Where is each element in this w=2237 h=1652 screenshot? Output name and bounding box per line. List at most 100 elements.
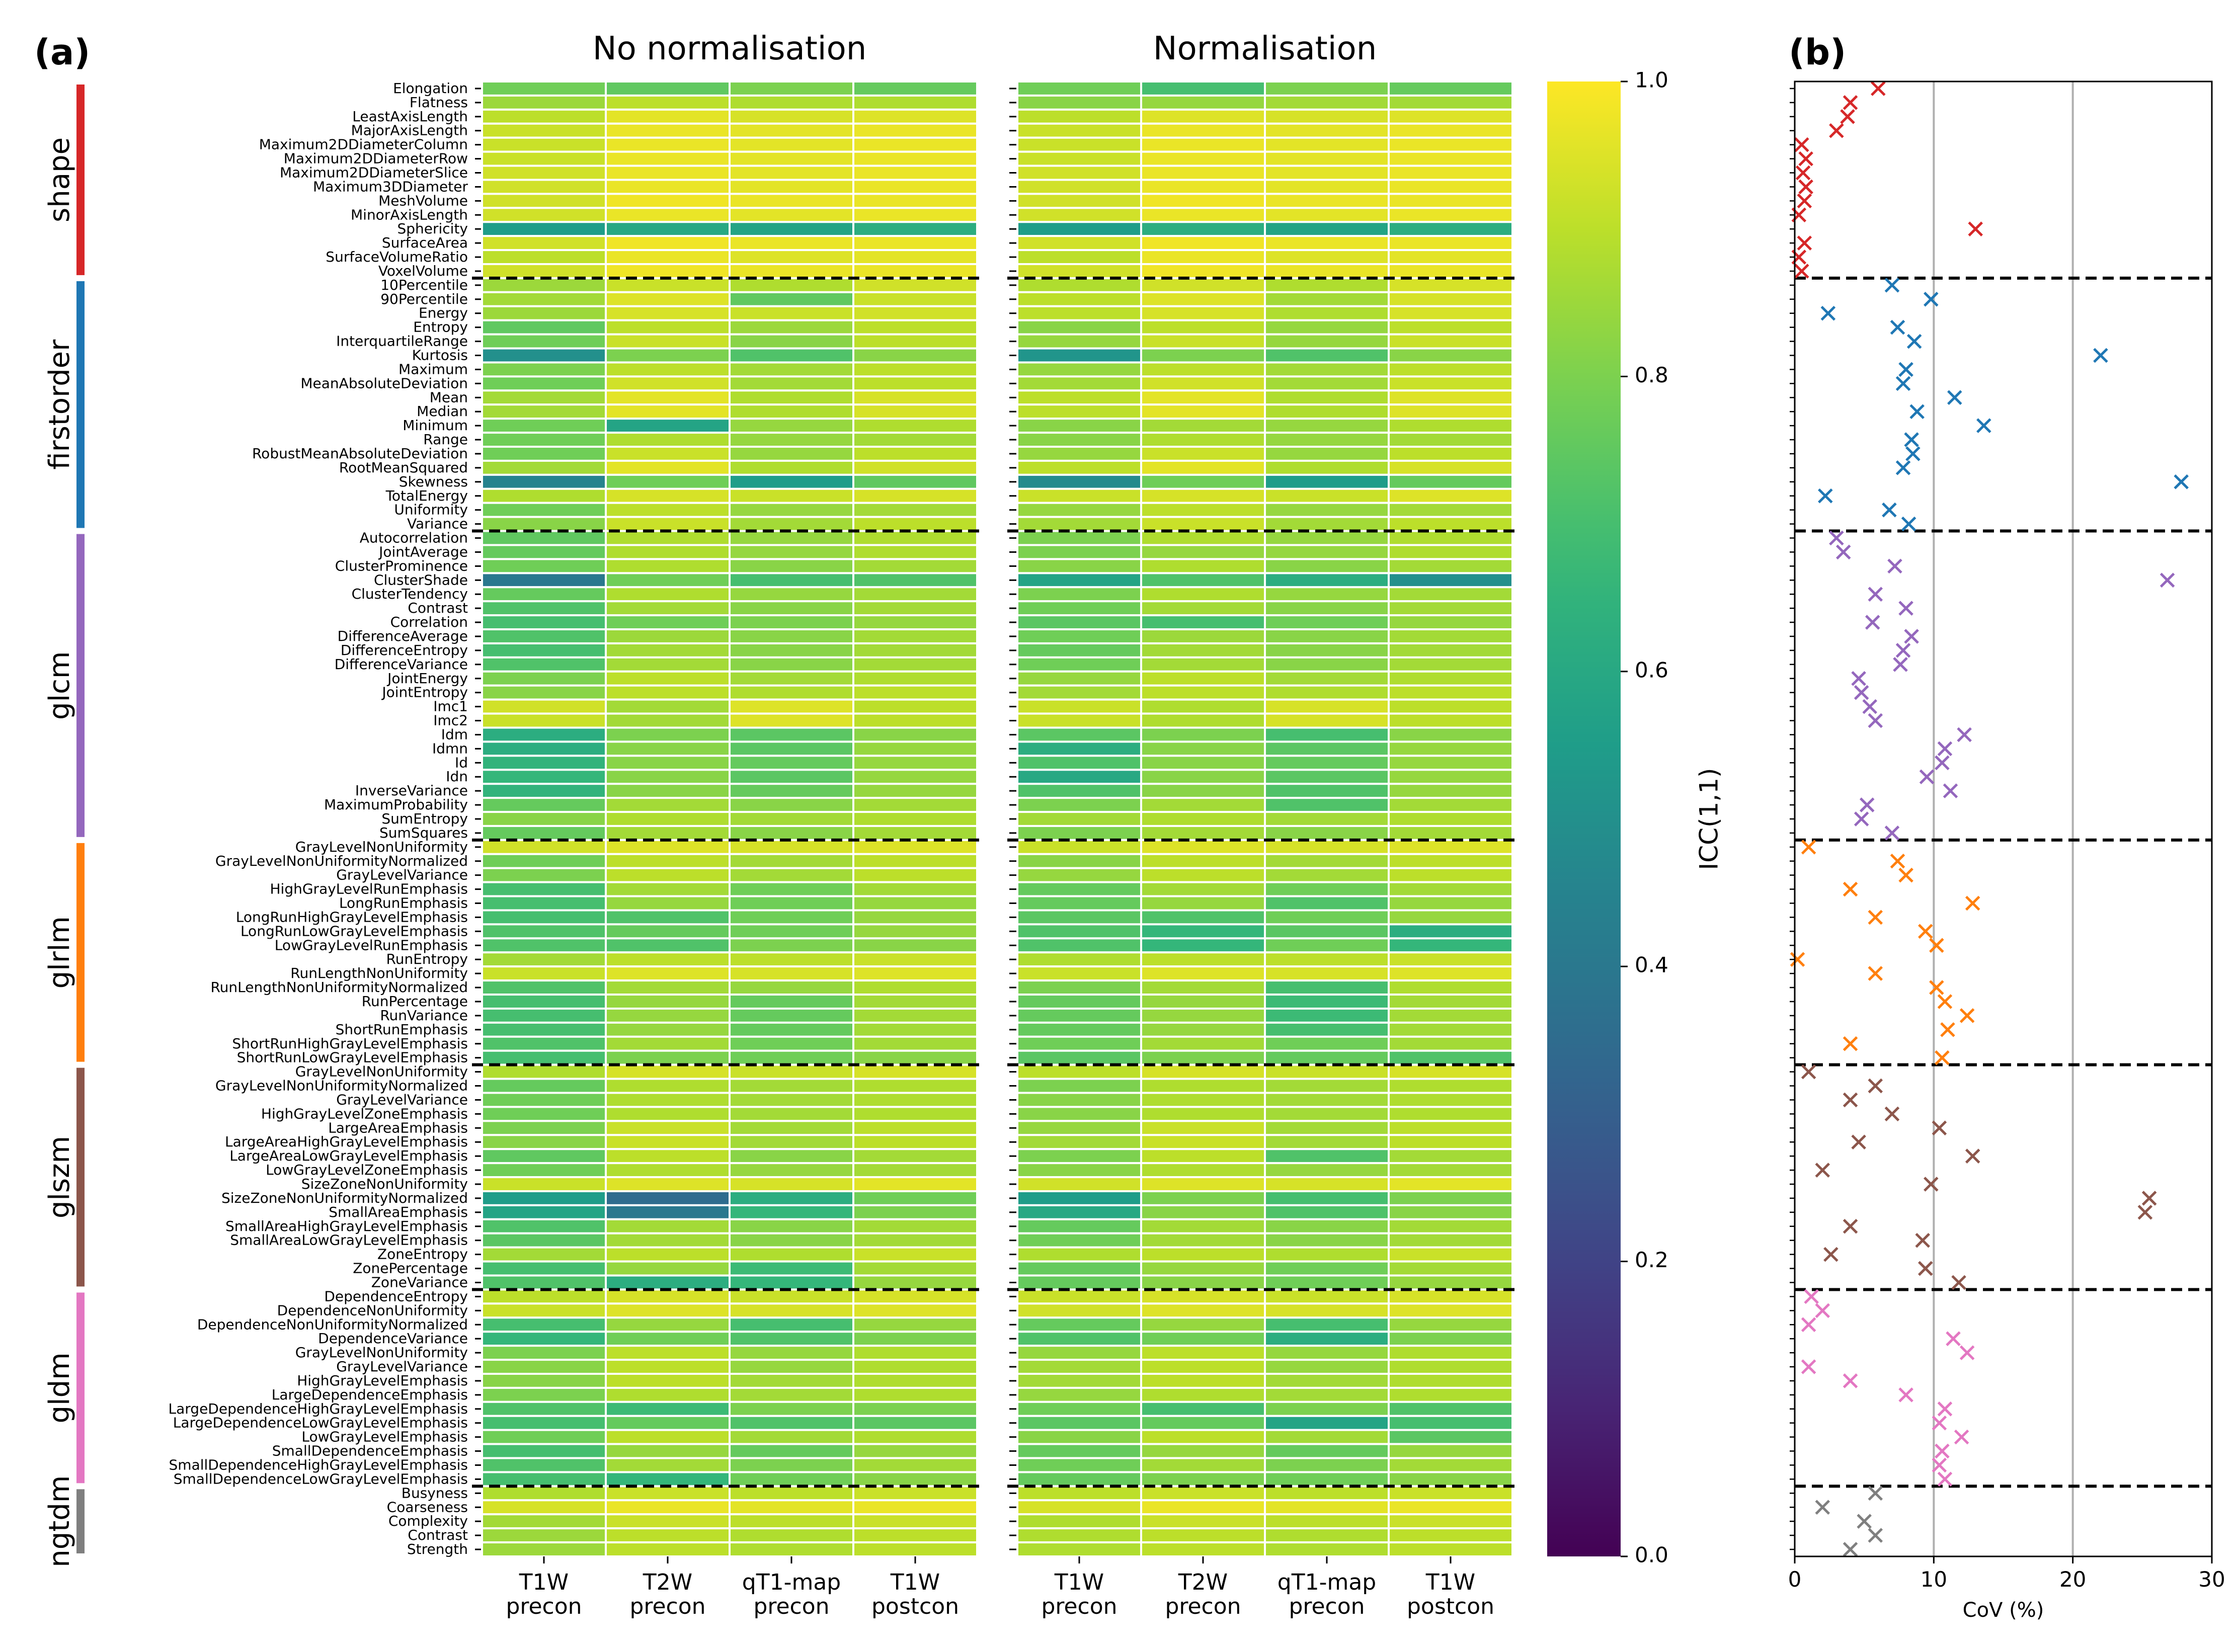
heatmap-cell	[481, 432, 607, 448]
heatmap-cell	[1388, 389, 1513, 406]
feature-label: LargeDependenceLowGrayLevelEmphasis	[173, 1415, 468, 1431]
scatter-point	[1887, 558, 1902, 574]
heatmap-cell	[1140, 361, 1266, 378]
marker-stroke	[1919, 769, 1935, 784]
feature-label: ClusterProminence	[335, 557, 468, 574]
heatmap-cell	[852, 895, 978, 912]
column-label-line: postcon	[1407, 1594, 1494, 1619]
heatmap-cell	[1388, 1218, 1513, 1234]
scatter-point	[1815, 1500, 1830, 1515]
heatmap-cell	[1388, 1443, 1513, 1459]
feature-label: DependenceEntropy	[324, 1288, 468, 1304]
heatmap-cell	[1264, 642, 1390, 658]
heatmap-cell	[1264, 1359, 1390, 1375]
heatmap-cell	[481, 1120, 607, 1136]
heatmap-cell	[1140, 487, 1266, 504]
scatter-point	[2160, 572, 2175, 588]
heatmap-cell	[481, 867, 607, 883]
heatmap-cell	[1264, 937, 1390, 954]
feature-label: DependenceNonUniformityNormalized	[197, 1316, 468, 1333]
heatmap-cell	[1264, 1400, 1390, 1417]
feature-label: Id	[455, 754, 468, 771]
heatmap-cell	[1016, 1485, 1142, 1502]
heatmap-cell	[605, 726, 731, 743]
feature-label: SizeZoneNonUniformity	[301, 1176, 468, 1192]
heatmap-cell	[852, 207, 978, 223]
heatmap-cell	[852, 333, 978, 350]
scatter-point	[1843, 1092, 1858, 1108]
heatmap-cell	[1264, 572, 1390, 589]
heatmap-cell	[1140, 1527, 1266, 1544]
marker-stroke	[1851, 671, 1866, 686]
marker-stroke	[1843, 881, 1858, 897]
feature-label: Idm	[441, 726, 468, 742]
scatter-point	[1851, 671, 1866, 686]
heatmap-cell	[1388, 530, 1513, 546]
heatmap-cell	[729, 432, 854, 448]
heatmap-cell	[605, 684, 731, 701]
heatmap-cell	[729, 1400, 854, 1417]
marker-stroke	[2141, 1191, 2157, 1206]
heatmap-cell	[1388, 375, 1513, 392]
heatmap-cell	[1016, 1007, 1142, 1024]
heatmap-cell	[852, 1527, 978, 1544]
heatmap-cell	[481, 207, 607, 223]
heatmap-cell	[1140, 867, 1266, 883]
heatmap-cell	[729, 740, 854, 757]
heatmap-cell	[1388, 136, 1513, 153]
heatmap-cell	[605, 909, 731, 926]
heatmap-cell	[1016, 1288, 1142, 1305]
heatmap-cell	[1264, 1021, 1390, 1038]
scatter-point	[1815, 1303, 1830, 1318]
heatmap-cell	[729, 1162, 854, 1179]
marker-stroke	[1898, 1387, 1913, 1402]
heatmap-cell	[852, 459, 978, 476]
heatmap-cell	[481, 994, 607, 1010]
heatmap-cell	[1140, 221, 1266, 237]
scatter-point	[1797, 193, 1812, 209]
heatmap-cell	[1264, 839, 1390, 855]
heatmap-cell	[481, 446, 607, 462]
heatmap-cell	[852, 80, 978, 97]
scatter-point	[2093, 348, 2108, 363]
scatter-point	[1954, 1429, 1969, 1445]
heatmap-cell	[605, 1148, 731, 1165]
heatmap-cell	[1140, 937, 1266, 954]
heatmap-cell	[729, 80, 854, 97]
feature-label: Kurtosis	[412, 347, 468, 364]
heatmap-cell	[729, 544, 854, 560]
marker-stroke	[1887, 558, 1902, 574]
scatter-point	[1898, 362, 1913, 377]
heatmap-cell	[1264, 1092, 1390, 1108]
heatmap-cell	[481, 740, 607, 757]
heatmap-cell	[481, 614, 607, 631]
heatmap-cell	[1016, 572, 1142, 589]
heatmap-cell	[1016, 1078, 1142, 1094]
heatmap-cell	[481, 684, 607, 701]
marker-stroke	[1840, 109, 1855, 124]
heatmap-cell	[1264, 1120, 1390, 1136]
heatmap-cell	[1264, 277, 1390, 293]
heatmap-cell	[1264, 1246, 1390, 1263]
feature-label: ZoneEntropy	[377, 1246, 468, 1263]
heatmap-cell	[481, 164, 607, 181]
heatmap-cell	[1264, 1035, 1390, 1052]
heatmap-cell	[729, 994, 854, 1010]
heatmap-cell	[1140, 951, 1266, 968]
marker-stroke	[1893, 657, 1908, 672]
scatter-point	[1884, 1106, 1900, 1122]
heatmap-cell	[605, 1274, 731, 1291]
feature-label: DifferenceAverage	[338, 628, 468, 644]
heatmap-cell	[481, 249, 607, 266]
heatmap-cell	[1016, 628, 1142, 644]
heatmap-cell	[1140, 783, 1266, 799]
scatter-point	[1890, 854, 1905, 869]
scatter-frame	[1794, 80, 2213, 1557]
heatmap-cell	[1388, 179, 1513, 195]
panel-b-label: (b)	[1789, 32, 1846, 73]
heatmap-cell	[852, 1092, 978, 1108]
heatmap-cell	[729, 94, 854, 111]
group-label-ngtdm: ngtdm	[43, 1475, 76, 1567]
heatmap-cell	[481, 1429, 607, 1445]
scatter-point	[1829, 530, 1844, 546]
